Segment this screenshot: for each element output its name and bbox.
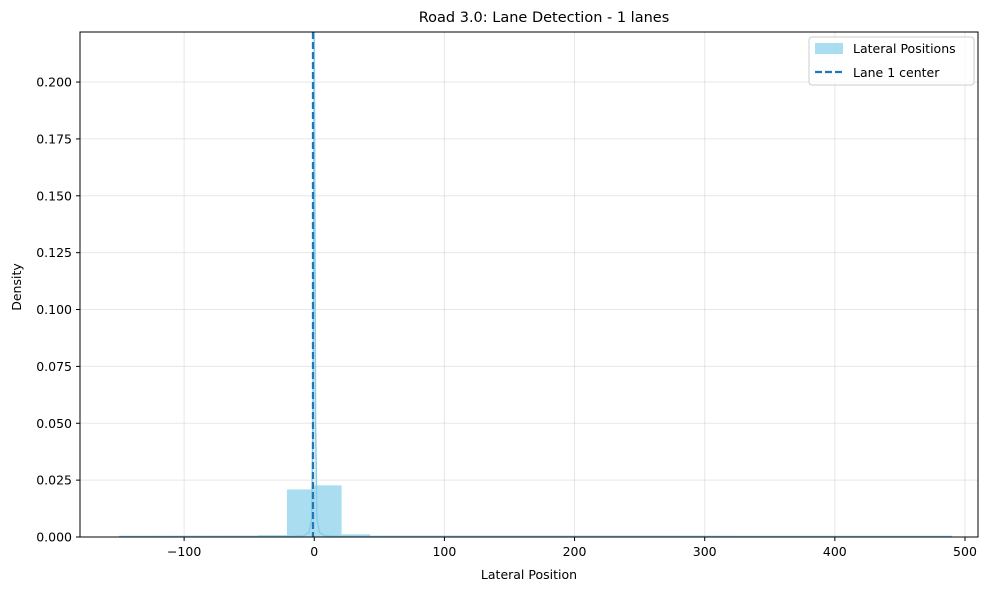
y-tick-label: 0.200 [36, 75, 72, 90]
y-axis-ticks: 0.000 0.025 0.050 0.075 0.100 0.125 0.150 0.175… [36, 75, 80, 545]
y-tick-label: 0.125 [36, 245, 72, 260]
x-tick-label: 500 [953, 544, 977, 559]
legend-swatch-histogram [815, 43, 843, 54]
chart-title: Road 3.0: Lane Detection - 1 lanes [419, 10, 670, 26]
plot-area [80, 32, 978, 537]
legend: Lateral Positions Lane 1 center [808, 36, 975, 86]
x-tick-label: 200 [563, 544, 587, 559]
x-axis-label: Lateral Position [481, 567, 577, 582]
legend-box [808, 36, 975, 86]
y-axis-label: Density [9, 263, 24, 311]
x-tick-label: 400 [823, 544, 847, 559]
plot-frame [79, 31, 979, 538]
x-tick-label: −100 [167, 544, 201, 559]
y-tick-label: 0.000 [36, 530, 72, 545]
y-tick-label: 0.175 [36, 131, 72, 146]
x-tick-label: 300 [693, 544, 717, 559]
y-tick-label: 0.075 [36, 359, 72, 374]
y-tick-label: 0.025 [36, 473, 72, 488]
x-tick-label: 100 [432, 544, 456, 559]
x-axis-ticks: −100 0 100 200 300 400 500 [167, 537, 977, 559]
y-tick-label: 0.050 [36, 416, 72, 431]
legend-label-lane-center: Lane 1 center [853, 65, 940, 80]
y-tick-label: 0.150 [36, 188, 72, 203]
x-tick-label: 0 [310, 544, 318, 559]
legend-label-histogram: Lateral Positions [853, 41, 956, 56]
y-tick-label: 0.100 [36, 302, 72, 317]
